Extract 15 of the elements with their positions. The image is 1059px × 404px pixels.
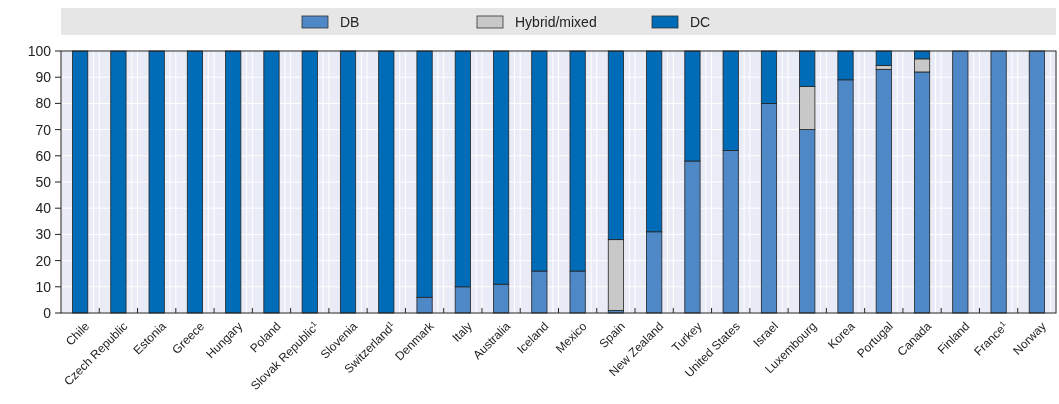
y-tick-label: 20 (35, 252, 52, 269)
y-tick-label: 70 (35, 121, 52, 138)
y-tick-label: 10 (35, 278, 52, 295)
y-tick-label: 30 (35, 226, 52, 243)
y-tick-label: 50 (35, 173, 52, 190)
x-tick-label: Italy (449, 319, 475, 345)
y-tick-label: 0 (43, 304, 52, 321)
legend-label: DB (340, 14, 360, 30)
y-tick-label: 60 (35, 147, 52, 164)
legend-label: Hybrid/mixed (515, 14, 597, 30)
y-tick-label: 80 (35, 95, 52, 112)
y-tick-label: 40 (35, 200, 52, 217)
legend-label: DC (690, 14, 711, 30)
y-tick-label: 100 (27, 42, 52, 59)
y-tick-label: 90 (35, 69, 52, 86)
